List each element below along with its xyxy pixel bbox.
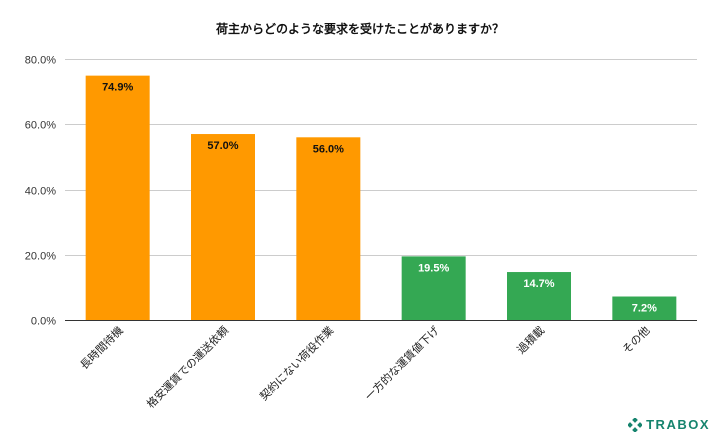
x-category-label: 契約にない荷役作業	[257, 323, 337, 403]
y-tick-label: 80.0%	[25, 55, 56, 67]
y-axis-tick-labels: 0.0% 20.0% 40.0% 60.0% 80.0%	[25, 55, 56, 328]
data-labels: 74.9% 57.0% 56.0% 19.5% 14.7% 7.2%	[102, 82, 657, 315]
x-category-label: 格安運賃での運送依頼	[143, 323, 231, 411]
bar	[85, 75, 150, 320]
x-category-label: その他	[620, 324, 653, 357]
trabox-logo-icon	[628, 417, 643, 432]
y-tick-label: 0.0%	[31, 316, 56, 328]
x-axis-category-labels: 長時間待機 格安運賃での運送依頼 契約にない荷役作業 一方的な運賃値下げ 過積載 その他	[77, 323, 652, 411]
y-tick-label: 20.0%	[25, 251, 56, 263]
trabox-logo: TRABOX	[628, 417, 710, 432]
bar	[191, 134, 255, 320]
x-category-label: 一方的な運賃値下げ	[362, 323, 442, 403]
y-tick-label: 60.0%	[25, 120, 56, 132]
y-tick-label: 40.0%	[25, 186, 56, 198]
chart-title: 荷主からどのような要求を受けたことがありますか？	[215, 21, 504, 36]
bar	[612, 296, 677, 320]
x-category-label: 長時間待機	[77, 323, 126, 372]
data-label: 7.2%	[632, 303, 657, 315]
data-label: 57.0%	[207, 140, 238, 152]
data-label: 56.0%	[313, 143, 344, 155]
bar	[507, 272, 571, 320]
bar	[296, 137, 361, 320]
gridlines	[65, 59, 697, 256]
brand-name: TRABOX	[646, 417, 710, 432]
x-category-label: 過積載	[514, 323, 547, 356]
data-label: 14.7%	[523, 278, 554, 290]
bar	[401, 256, 466, 320]
bars	[85, 75, 677, 320]
data-label: 19.5%	[418, 262, 449, 274]
data-label: 74.9%	[102, 82, 133, 94]
